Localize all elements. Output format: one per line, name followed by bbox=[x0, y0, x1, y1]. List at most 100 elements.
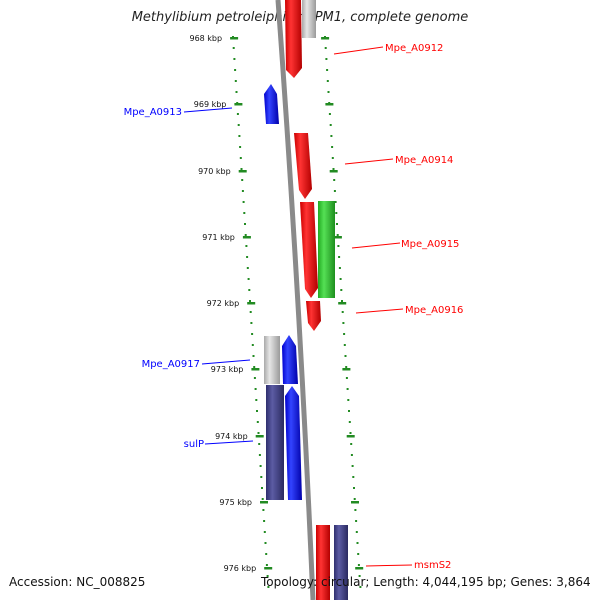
tick-dot bbox=[243, 212, 246, 214]
tick-dot bbox=[262, 509, 265, 511]
gene-label-mpe-a0917[interactable]: Mpe_A0917 bbox=[142, 359, 200, 370]
tick-dot bbox=[326, 80, 329, 82]
tick-dot bbox=[351, 465, 354, 467]
tick-dot bbox=[241, 179, 244, 181]
ruler-major-tick bbox=[342, 368, 351, 371]
ruler-major-tick bbox=[234, 103, 243, 106]
tick-dot bbox=[232, 47, 235, 49]
gene-label-mpe-a0915[interactable]: Mpe_A0915 bbox=[401, 239, 459, 250]
tick-dot bbox=[263, 520, 266, 522]
tick-dot bbox=[353, 487, 355, 489]
gene-operon-block bbox=[266, 385, 284, 500]
leader-mpe-a0917 bbox=[201, 359, 251, 365]
gene-mpe-a0913-arrow bbox=[264, 84, 279, 124]
gene-label-msms2[interactable]: msmS2 bbox=[414, 560, 451, 571]
gene-pseudo-mid bbox=[264, 336, 280, 384]
tick-dot bbox=[259, 465, 262, 467]
ruler-label: 973 kbp bbox=[211, 365, 244, 374]
tick-dot bbox=[241, 190, 244, 192]
tick-dot bbox=[245, 245, 248, 247]
tick-dot bbox=[336, 234, 339, 236]
tick-dot bbox=[238, 135, 241, 137]
tick-dot bbox=[261, 498, 264, 500]
gene-mpe-a0914-arrow bbox=[294, 133, 312, 199]
tick-dot bbox=[325, 58, 328, 60]
tick-dot bbox=[339, 278, 342, 280]
tick-dot bbox=[255, 399, 258, 401]
gene-leader-lines bbox=[183, 46, 413, 567]
tick-dot bbox=[335, 212, 338, 214]
tick-dot bbox=[265, 564, 268, 566]
tick-dot bbox=[233, 58, 236, 60]
leader-msms2 bbox=[365, 564, 413, 567]
tick-dot bbox=[234, 69, 237, 71]
leader-mpe-a0915 bbox=[351, 242, 401, 249]
tick-dot bbox=[248, 289, 251, 291]
gene-mpe-a0917-arrow bbox=[282, 335, 298, 384]
gene-mpe-a0916-arrow bbox=[306, 301, 321, 331]
gene-msms2-bar bbox=[316, 525, 330, 600]
tick-dot bbox=[355, 520, 358, 522]
ruler-major-tick bbox=[260, 501, 268, 504]
tick-dot bbox=[344, 355, 347, 357]
tick-dot bbox=[249, 311, 252, 313]
tick-dot bbox=[343, 344, 346, 346]
tick-dot bbox=[263, 531, 266, 533]
leader-mpe-a0913 bbox=[183, 107, 233, 113]
tick-dot bbox=[249, 300, 251, 302]
tick-dot bbox=[354, 509, 357, 511]
ruler-major-tick bbox=[230, 37, 239, 40]
tick-dot bbox=[327, 91, 330, 93]
ruler-label: 968 kbp bbox=[189, 34, 222, 43]
tick-dot bbox=[326, 69, 329, 71]
tick-dot bbox=[244, 223, 246, 225]
tick-dot bbox=[324, 47, 327, 49]
tick-dot bbox=[349, 432, 352, 434]
gene-features bbox=[264, 0, 348, 600]
topology-text: Topology: circular; Length: 4,044,195 bp… bbox=[261, 575, 591, 589]
tick-dot bbox=[336, 223, 338, 225]
tick-dot bbox=[246, 267, 249, 269]
tick-dot bbox=[359, 586, 362, 588]
tick-dot bbox=[345, 366, 348, 368]
ruler-label: 976 kbp bbox=[224, 564, 257, 573]
ruler-label: 971 kbp bbox=[202, 233, 235, 242]
ruler-major-tick bbox=[242, 236, 251, 239]
tick-dot bbox=[242, 201, 245, 203]
gene-label-sulp[interactable]: sulP bbox=[184, 439, 204, 450]
tick-dot bbox=[246, 256, 249, 258]
tick-dot bbox=[266, 575, 269, 577]
ruler-major-tick bbox=[325, 103, 334, 106]
tick-dot bbox=[247, 278, 250, 280]
ruler-major-tick bbox=[321, 37, 330, 40]
tick-dot bbox=[333, 179, 336, 181]
tick-dot bbox=[251, 333, 254, 335]
ruler-label: 970 kbp bbox=[198, 167, 231, 176]
tick-dot bbox=[235, 91, 238, 93]
tick-dot bbox=[257, 432, 260, 434]
ruler-major-tick bbox=[264, 567, 273, 570]
ruler-major-tick bbox=[255, 435, 264, 438]
gene-label-mpe-a0912[interactable]: Mpe_A0912 bbox=[385, 43, 443, 54]
accession-text: Accession: NC_008825 bbox=[9, 575, 146, 589]
gene-navy-bottom bbox=[334, 525, 348, 600]
gene-label-mpe-a0914[interactable]: Mpe_A0914 bbox=[395, 155, 453, 166]
gene-pseudo-top bbox=[302, 0, 316, 38]
tick-dot bbox=[236, 113, 239, 115]
tick-dot bbox=[334, 201, 337, 203]
tick-dot bbox=[332, 168, 335, 170]
tick-dot bbox=[352, 476, 355, 478]
gene-label-mpe-a0916[interactable]: Mpe_A0916 bbox=[405, 305, 463, 316]
gene-mpe-a0912-arrow bbox=[285, 0, 302, 78]
ruler: 968 kbp 969 kbp 970 kbp 971 kbp 972 kbp 973 k… bbox=[189, 34, 364, 573]
tick-dot bbox=[253, 366, 256, 368]
tick-dot bbox=[329, 124, 332, 126]
gene-label-mpe-a0913[interactable]: Mpe_A0913 bbox=[124, 107, 182, 118]
ruler-label: 969 kbp bbox=[194, 100, 227, 109]
tick-dot bbox=[350, 454, 353, 456]
tick-dot bbox=[341, 311, 344, 313]
tick-dot bbox=[251, 344, 254, 346]
ruler-label: 972 kbp bbox=[207, 299, 240, 308]
